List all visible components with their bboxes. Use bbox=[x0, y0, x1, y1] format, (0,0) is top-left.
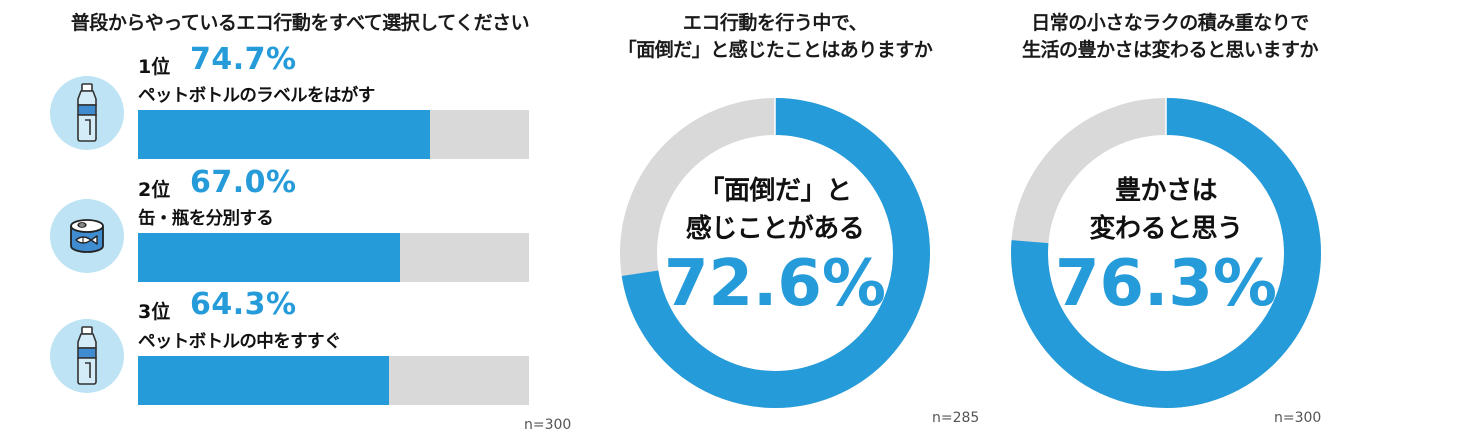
fish-can-icon bbox=[50, 199, 124, 273]
rank-item-label: ペットボトルのラベルをはがす bbox=[138, 86, 375, 106]
center-percent: 72.6% bbox=[663, 247, 887, 321]
center-label-line-2: 感じことがある bbox=[685, 214, 865, 244]
center-label-line-2: 変わると思う bbox=[1089, 214, 1243, 244]
center-percent: 76.3% bbox=[1054, 247, 1278, 321]
panel2-title: エコ行動を行う中で、 「面倒だ」と感じたことはありますか bbox=[590, 10, 960, 64]
donut-center-text: 豊かさは 変わると思う 76.3% bbox=[1031, 172, 1301, 320]
panel1-title: 普段からやっているエコ行動をすべて選択してください bbox=[70, 12, 530, 34]
bar-track bbox=[138, 356, 529, 405]
rank-item-label: 缶・瓶を分別する bbox=[138, 209, 274, 229]
sample-size: n=300 bbox=[524, 417, 572, 433]
rank-percent: 67.0% bbox=[190, 165, 297, 200]
donut-chart bbox=[1011, 98, 1321, 408]
rank-label: 2位 bbox=[138, 179, 171, 201]
plastic-bottle-icon bbox=[50, 319, 124, 393]
bar-fill bbox=[138, 233, 400, 282]
rank-label: 3位 bbox=[138, 301, 171, 323]
bar-fill bbox=[138, 356, 390, 405]
center-label-line-1: 「面倒だ」と bbox=[698, 176, 852, 206]
bar-track bbox=[138, 233, 529, 282]
title-line-2: 生活の豊かさは変わると思いますか bbox=[1021, 39, 1319, 61]
center-label-line-1: 豊かさは bbox=[1114, 176, 1218, 206]
panel3-title: 日常の小さなラクの積み重なりで 生活の豊かさは変わると思いますか bbox=[985, 10, 1355, 64]
bar-track bbox=[138, 110, 529, 159]
donut-chart bbox=[620, 98, 930, 408]
plastic-bottle-icon bbox=[50, 76, 124, 150]
sample-size: n=285 bbox=[932, 410, 980, 426]
rank-label: 1位 bbox=[138, 56, 171, 78]
rank-percent: 74.7% bbox=[190, 42, 297, 77]
title-line-2: 「面倒だ」と感じたことはありますか bbox=[617, 39, 933, 61]
title-line-1: 日常の小さなラクの積み重なりで bbox=[1031, 12, 1309, 34]
rank-item-label: ペットボトルの中をすすぐ bbox=[138, 332, 341, 352]
donut-center-text: 「面倒だ」と 感じことがある 72.6% bbox=[640, 172, 910, 320]
rank-percent: 64.3% bbox=[190, 287, 297, 322]
bar-fill bbox=[138, 110, 431, 159]
title-line-1: エコ行動を行う中で、 bbox=[682, 12, 868, 34]
sample-size: n=300 bbox=[1274, 410, 1322, 426]
